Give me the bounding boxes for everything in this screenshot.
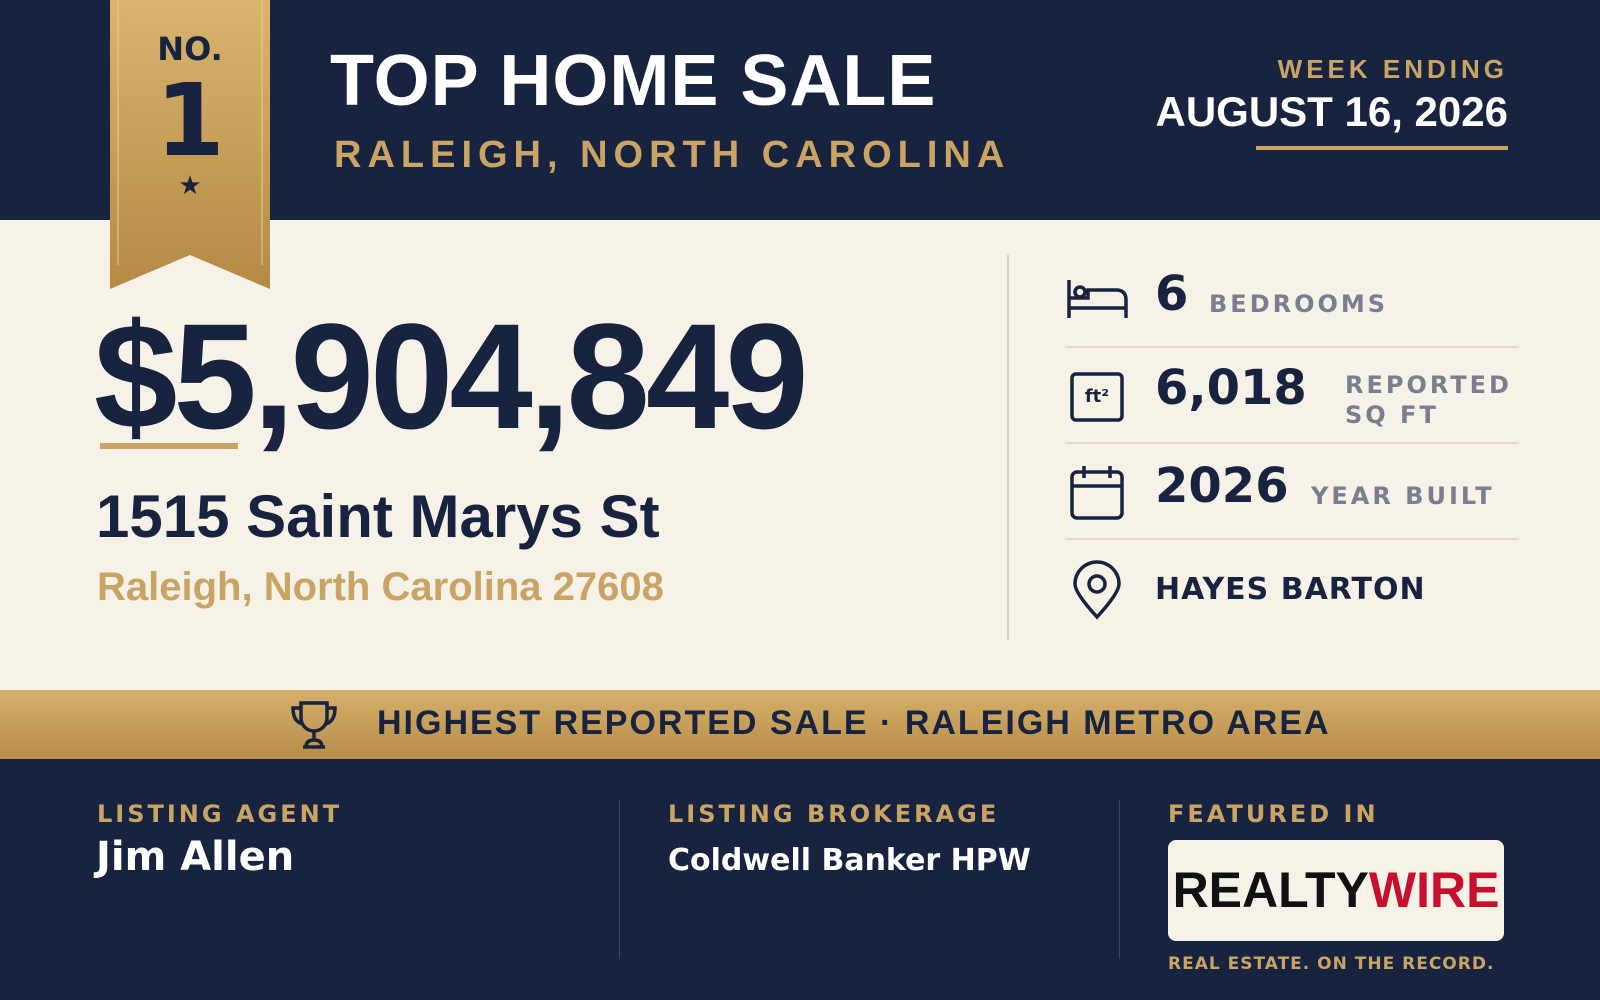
- date-underline: [1256, 146, 1508, 150]
- city: Raleigh, North Carolina 27608: [97, 565, 664, 609]
- sqft-icon: [1070, 372, 1124, 422]
- price-underline: [100, 443, 238, 449]
- pin-icon: [1073, 560, 1121, 620]
- separator: [1065, 346, 1519, 348]
- banner-text: HIGHEST REPORTED SALE · RALEIGH METRO AR…: [377, 704, 1331, 742]
- subtitle: RALEIGH, NORTH CAROLINA: [334, 134, 1011, 176]
- bed-icon: [1067, 280, 1128, 318]
- address: 1515 Saint Marys St: [96, 483, 660, 550]
- logo-first: REALTY: [1172, 862, 1369, 918]
- neighborhood: HAYES BARTON: [1155, 572, 1426, 607]
- stat-label: BEDROOMS: [1209, 290, 1389, 318]
- week-date: AUGUST 16, 2026: [1155, 88, 1509, 135]
- svg-text:★: ★: [178, 171, 201, 201]
- footer-divider: [619, 800, 620, 959]
- tagline: REAL ESTATE. ON THE RECORD.: [1168, 954, 1495, 974]
- stat-label: YEAR BUILT: [1311, 482, 1495, 510]
- brokerage-label: LISTING BROKERAGE: [668, 800, 1000, 828]
- brokerage-name: Coldwell Banker HPW: [668, 843, 1031, 878]
- calendar-icon: [1070, 466, 1124, 520]
- title: TOP HOME SALE: [330, 41, 937, 121]
- stat-value: 6: [1155, 266, 1189, 322]
- stat-value: 6,018: [1155, 360, 1307, 416]
- divider: [1007, 255, 1009, 640]
- price: $5,904,849: [94, 292, 809, 460]
- footer-divider: [1119, 800, 1120, 959]
- stat-value: 2026: [1155, 458, 1289, 514]
- featured-label: FEATURED IN: [1168, 800, 1379, 828]
- badge-rank: 1: [155, 62, 225, 179]
- separator: [1065, 538, 1519, 540]
- week-label: WEEK ENDING: [1277, 54, 1508, 84]
- trophy-icon: [291, 701, 337, 749]
- logo-second: WIRE: [1368, 862, 1500, 918]
- separator: [1065, 442, 1519, 444]
- sqft-icon-label: ft²: [1084, 386, 1110, 407]
- agent-name: Jim Allen: [96, 834, 295, 880]
- stat-label: REPORTED SQ FT: [1345, 371, 1512, 429]
- banner-bg: [0, 690, 1600, 759]
- badge-prefix: NO.: [157, 30, 223, 68]
- agent-label: LISTING AGENT: [97, 800, 343, 828]
- logo: REALTYWIRE: [1168, 840, 1504, 941]
- ribbon: ★: [110, 0, 270, 289]
